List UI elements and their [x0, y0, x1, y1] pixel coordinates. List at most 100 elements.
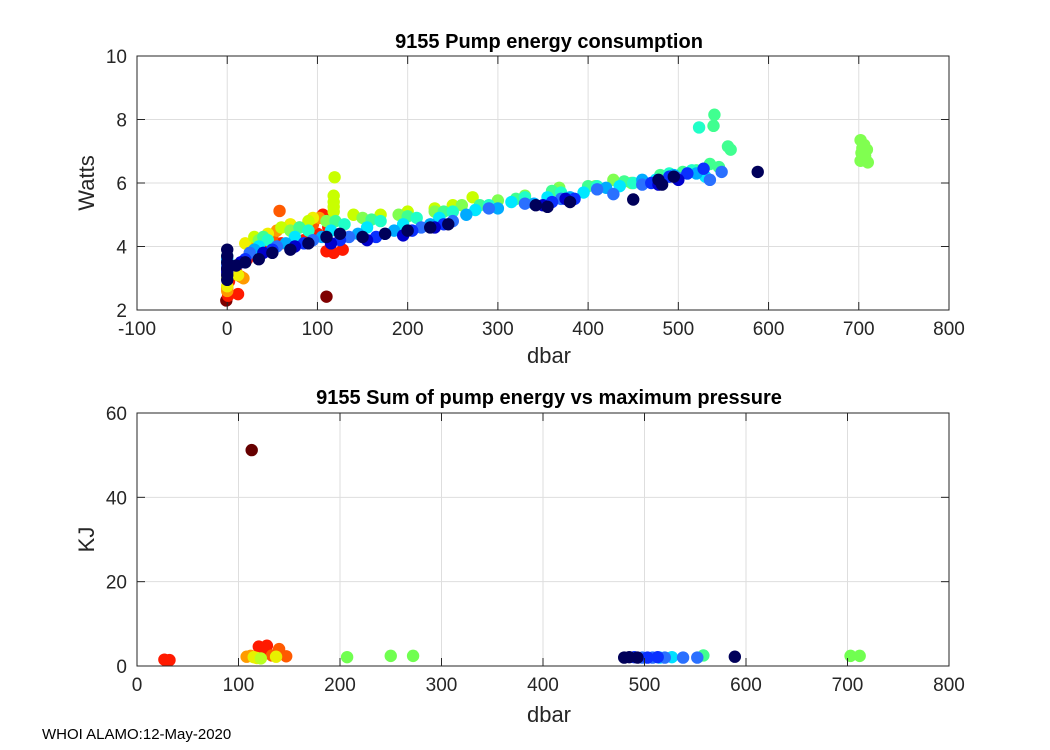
- data-point: [327, 205, 340, 218]
- data-point: [266, 246, 279, 260]
- series-yellow-green: [254, 652, 268, 665]
- data-point: [328, 171, 341, 184]
- x-tick-label: 600: [730, 675, 762, 696]
- data-point: [231, 268, 245, 282]
- data-point: [254, 652, 268, 665]
- x-tick-label: 400: [572, 319, 604, 340]
- data-point: [221, 273, 234, 287]
- data-point: [691, 651, 704, 664]
- data-point: [410, 211, 423, 225]
- data-point: [707, 119, 720, 133]
- y-tick-label: 60: [106, 404, 127, 425]
- data-point: [333, 227, 347, 240]
- x-tick-label: 300: [426, 675, 458, 696]
- x-tick-label: 700: [832, 675, 864, 696]
- data-point: [239, 237, 252, 250]
- data-point: [336, 243, 349, 256]
- chart-title: 9155 Pump energy consumption: [395, 31, 703, 53]
- data-point: [681, 167, 694, 180]
- x-tick-label: 0: [132, 675, 143, 696]
- y-tick-label: 10: [106, 47, 127, 68]
- data-point: [273, 204, 286, 218]
- y-tick-label: 2: [116, 301, 127, 322]
- series-navy: [618, 650, 742, 664]
- data-point: [728, 650, 742, 663]
- data-point: [703, 173, 717, 187]
- data-point: [466, 191, 479, 204]
- data-point: [424, 221, 437, 234]
- data-point: [406, 649, 420, 663]
- data-point: [861, 156, 874, 169]
- data-point: [245, 443, 258, 457]
- data-point: [302, 237, 315, 250]
- y-tick-label: 0: [116, 657, 127, 678]
- chart-title: 9155 Sum of pump energy vs maximum press…: [316, 387, 782, 409]
- data-point: [563, 195, 577, 209]
- x-tick-label: 100: [302, 319, 334, 340]
- data-point: [302, 224, 315, 237]
- data-point: [239, 256, 252, 269]
- data-point: [715, 165, 728, 179]
- data-point: [320, 214, 333, 228]
- x-tick-label: -100: [118, 319, 156, 340]
- data-point: [261, 233, 275, 247]
- data-point: [676, 651, 690, 664]
- x-tick-label: 800: [933, 675, 965, 696]
- series-dark-red: [245, 443, 258, 457]
- data-point: [692, 121, 706, 134]
- data-point: [302, 214, 315, 228]
- data-point: [340, 650, 354, 664]
- x-axis-label: dbar: [527, 343, 571, 368]
- data-point: [288, 230, 302, 244]
- data-point: [378, 227, 392, 240]
- data-point: [280, 650, 293, 663]
- data-point: [667, 170, 681, 183]
- data-point: [401, 224, 414, 237]
- x-tick-label: 0: [222, 319, 233, 340]
- data-point: [356, 230, 369, 244]
- y-tick-label: 20: [106, 573, 127, 594]
- x-tick-label: 200: [324, 675, 356, 696]
- x-tick-label: 200: [392, 319, 424, 340]
- data-point: [529, 199, 542, 212]
- data-point: [724, 143, 737, 156]
- x-tick-label: 300: [482, 319, 514, 340]
- data-point: [460, 208, 473, 221]
- x-tick-label: 800: [933, 319, 965, 340]
- data-point: [607, 187, 620, 201]
- series-navy: [221, 165, 764, 287]
- data-point: [853, 649, 866, 663]
- series-light-green: [340, 649, 866, 664]
- data-point: [651, 650, 664, 664]
- data-point: [491, 202, 505, 215]
- data-point: [455, 199, 468, 212]
- data-point: [856, 141, 869, 155]
- bottom-scatter-plot: 0 100 200 300 400 500 600 700 800 0 20 40 60 9155 Sum…: [74, 387, 965, 727]
- y-axis-label: Watts: [74, 155, 99, 210]
- data-point: [442, 218, 455, 231]
- data-point: [590, 183, 604, 196]
- data-point: [577, 186, 590, 199]
- y-tick-label: 40: [106, 488, 127, 509]
- data-point: [360, 221, 374, 234]
- x-tick-label: 500: [662, 319, 694, 340]
- data-point: [505, 195, 518, 209]
- data-point: [374, 214, 387, 228]
- x-axis-label: dbar: [527, 702, 571, 727]
- x-tick-label: 600: [753, 319, 785, 340]
- top-scatter-plot: -100 0 100 200 300 400 500 600 700 800 2 4 6 8 10 9155 …: [74, 31, 965, 368]
- data-point: [482, 202, 496, 215]
- data-point: [751, 165, 764, 179]
- data-point: [631, 651, 644, 664]
- data-point: [163, 653, 176, 667]
- data-point: [541, 200, 554, 214]
- x-tick-label: 700: [843, 319, 875, 340]
- x-tick-label: 100: [223, 675, 255, 696]
- y-tick-label: 4: [116, 238, 127, 259]
- data-point: [446, 205, 459, 218]
- data-point: [338, 218, 351, 231]
- y-tick-label: 6: [116, 174, 127, 195]
- data-point: [284, 243, 297, 256]
- x-tick-label: 400: [527, 675, 559, 696]
